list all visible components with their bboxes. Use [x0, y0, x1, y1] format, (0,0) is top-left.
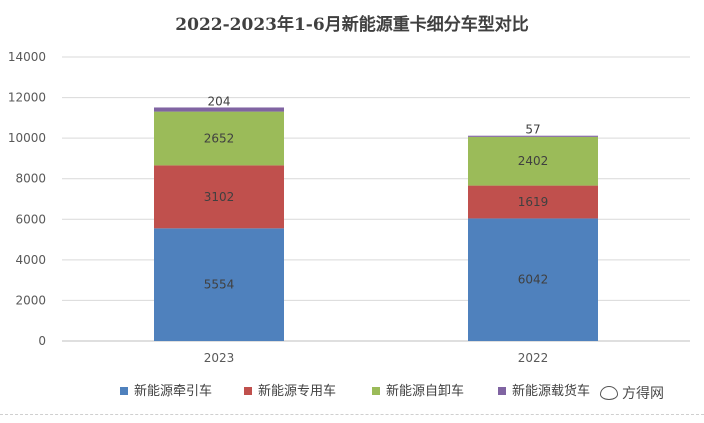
chart-title: 2022-2023年1-6月新能源重卡细分车型对比 — [175, 15, 529, 35]
watermark-text: 方得网 — [622, 386, 664, 402]
bar-segment — [154, 111, 284, 166]
bar-segment — [468, 135, 598, 137]
data-label: 6042 — [518, 273, 549, 287]
legend-label: 新能源自卸车 — [386, 383, 464, 399]
data-label: 57 — [525, 123, 540, 137]
bar-segment — [154, 165, 284, 229]
y-tick-label: 4000 — [15, 253, 46, 267]
bar-segment — [468, 136, 598, 186]
y-tick-label: 2000 — [15, 293, 46, 307]
y-tick-label: 14000 — [8, 50, 46, 64]
data-label: 2652 — [204, 132, 235, 146]
y-tick-label: 8000 — [15, 172, 46, 186]
y-tick-label: 12000 — [8, 91, 46, 105]
legend-swatch — [372, 387, 380, 395]
legend-label: 新能源载货车 — [512, 383, 590, 399]
bar-segment — [468, 218, 598, 341]
legend-swatch — [244, 387, 252, 395]
data-label: 3102 — [204, 190, 235, 204]
y-tick-label: 10000 — [8, 131, 46, 145]
bar-segment — [468, 185, 598, 219]
legend-swatch — [120, 387, 128, 395]
data-label: 1619 — [518, 195, 549, 209]
data-label: 2402 — [518, 154, 549, 168]
y-tick-label: 0 — [38, 334, 46, 348]
data-label: 5554 — [204, 278, 235, 292]
bottom-strip — [0, 414, 704, 423]
watermark: 方得网 — [600, 383, 664, 403]
legend-label: 新能源牵引车 — [134, 383, 212, 399]
legend-swatch — [498, 387, 506, 395]
bar-segment — [154, 228, 284, 341]
x-tick-label: 2022 — [518, 351, 549, 365]
legend-label: 新能源专用车 — [258, 383, 336, 399]
y-tick-label: 6000 — [15, 212, 46, 226]
wechat-icon — [600, 386, 618, 400]
bar-segment — [154, 107, 284, 112]
x-tick-label: 2023 — [204, 351, 235, 365]
data-label: 204 — [208, 94, 231, 108]
